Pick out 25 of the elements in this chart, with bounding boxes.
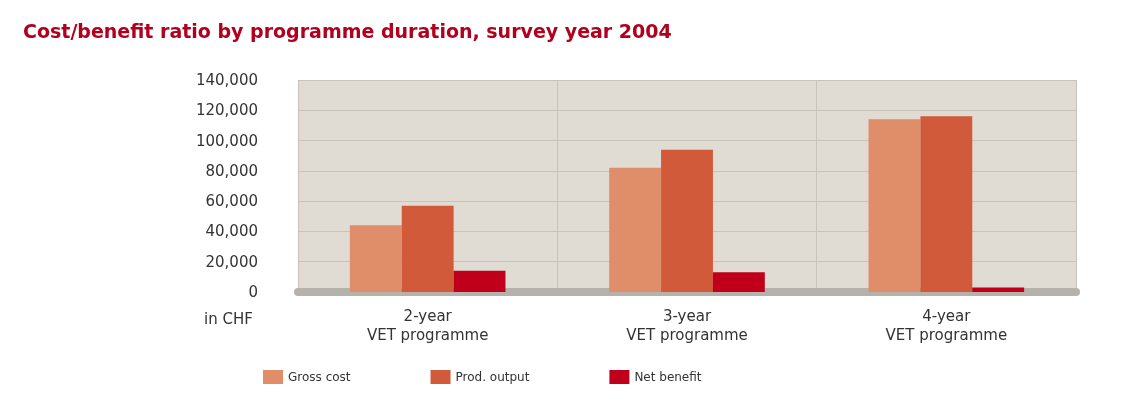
y-tick-label: 120,000 <box>195 101 258 120</box>
bar <box>609 167 662 292</box>
bar <box>661 149 713 292</box>
bar <box>453 270 506 292</box>
text: in CHF <box>204 309 253 328</box>
x-tick-label: 2-year VET programme <box>366 306 489 344</box>
y-tick-label: 40,000 <box>205 222 258 241</box>
y-tick-label: 80,000 <box>205 161 258 180</box>
bar <box>972 287 1025 292</box>
bar <box>349 225 402 292</box>
legend-label: Gross cost <box>288 370 351 384</box>
bar <box>868 119 921 292</box>
y-tick-label: 0 <box>248 283 258 301</box>
y-tick-label: 60,000 <box>205 192 258 211</box>
y-tick-label: 140,000 <box>195 71 258 89</box>
y-tick-label: 20,000 <box>205 252 258 271</box>
x-tick-label: 3-year VET programme <box>626 306 748 344</box>
bar <box>712 272 765 292</box>
x-tick-label: 4-year VET programme <box>885 306 1008 344</box>
bar <box>401 205 454 292</box>
y-tick-label: 100,000 <box>195 131 258 150</box>
chart-title: Cost/benefit ratio by programme duration, survey year 2004 <box>23 19 672 42</box>
legend-label: Net benefit <box>634 370 702 384</box>
legend-label: Prod. output <box>455 370 530 384</box>
bar <box>920 116 973 292</box>
